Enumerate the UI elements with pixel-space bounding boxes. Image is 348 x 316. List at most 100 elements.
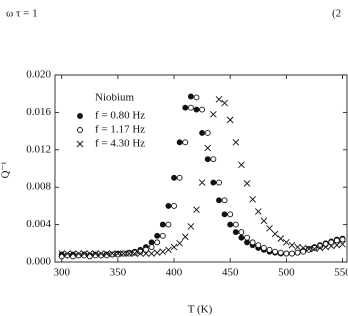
cross-stroke	[232, 139, 240, 146]
data-point	[148, 250, 155, 257]
cross-stroke	[277, 235, 285, 242]
data-point	[159, 248, 167, 256]
x-tick-label: 350	[110, 267, 127, 279]
data-point	[226, 116, 234, 124]
data-point	[199, 106, 206, 113]
data-point	[198, 179, 206, 186]
data-point	[333, 237, 340, 244]
cross-stroke	[92, 250, 99, 257]
cross-stroke	[75, 250, 82, 257]
data-point	[277, 249, 284, 256]
x-tick-label: 400	[166, 267, 183, 279]
data-point	[154, 232, 161, 239]
legend-marker	[76, 140, 84, 148]
data-point	[69, 250, 77, 257]
data-point	[221, 211, 228, 218]
data-point	[70, 253, 76, 260]
data-point	[260, 245, 267, 251]
cross-stroke	[254, 208, 262, 215]
cross-stroke	[97, 250, 105, 257]
data-point	[80, 250, 88, 257]
cross-stroke	[204, 144, 212, 152]
data-point	[249, 239, 256, 246]
data-point	[181, 233, 189, 241]
data-point	[277, 235, 285, 242]
cross-stroke	[283, 239, 290, 246]
data-point	[108, 250, 116, 257]
cross-stroke	[142, 250, 150, 257]
cross-stroke	[58, 250, 66, 257]
cross-stroke	[193, 206, 200, 213]
cross-stroke	[187, 223, 195, 230]
data-point	[142, 250, 150, 257]
cross-stroke	[266, 225, 273, 232]
data-point	[272, 248, 279, 255]
legend-marker	[77, 127, 83, 133]
cross-stroke	[103, 250, 110, 257]
cross-stroke	[108, 250, 116, 257]
data-point	[143, 246, 149, 253]
cross-stroke	[181, 233, 189, 241]
data-point	[305, 245, 313, 253]
data-point	[199, 130, 206, 136]
data-point	[232, 139, 240, 146]
data-point	[221, 99, 228, 107]
data-point	[283, 250, 290, 257]
data-point	[125, 250, 133, 257]
data-point	[131, 249, 138, 256]
cross-stroke	[153, 249, 161, 256]
cross-stroke	[316, 244, 324, 252]
y-tick-label: 0.008	[26, 181, 51, 193]
cross-stroke	[86, 250, 94, 257]
legend-label: f = 1.17 Hz	[95, 124, 145, 136]
data-point	[86, 253, 93, 260]
data-point	[193, 106, 200, 113]
cross-stroke	[271, 230, 279, 238]
data-point	[311, 245, 318, 251]
data-point	[260, 217, 268, 225]
data-point	[255, 242, 262, 249]
data-point	[232, 229, 239, 236]
data-point	[109, 251, 116, 258]
cross-stroke	[148, 250, 155, 257]
cross-stroke	[288, 241, 296, 249]
cross-stroke	[176, 239, 183, 247]
data-point	[58, 253, 65, 260]
data-point	[210, 179, 217, 186]
data-point	[294, 249, 301, 256]
cross-stroke	[339, 240, 346, 248]
data-point	[137, 250, 144, 257]
data-point	[148, 244, 155, 250]
data-point	[238, 229, 245, 236]
data-point	[114, 250, 122, 257]
data-point	[215, 95, 223, 103]
data-point	[311, 245, 318, 253]
x-tick-label: 450	[222, 267, 239, 279]
data-point	[238, 161, 245, 169]
data-point	[120, 250, 127, 257]
data-point	[227, 211, 234, 218]
x-tick-label: 500	[278, 267, 295, 279]
data-point	[232, 221, 239, 228]
plot-frame	[54, 74, 348, 263]
y-axis-label: Q⁻¹	[0, 161, 12, 178]
data-point	[165, 246, 172, 254]
y-tick-label: 0.004	[26, 218, 51, 230]
data-point	[171, 174, 177, 181]
data-point	[254, 208, 262, 215]
data-point	[271, 230, 279, 238]
y-tick-label: 0.012	[26, 143, 51, 155]
cross-stroke	[226, 116, 234, 124]
data-point	[165, 221, 172, 228]
data-point	[103, 250, 110, 257]
data-point	[339, 236, 346, 243]
cross-stroke	[299, 244, 307, 252]
cross-stroke	[294, 243, 301, 251]
cross-stroke	[137, 250, 144, 257]
legend-label: f = 0.80 Hz	[95, 110, 145, 122]
data-point	[266, 225, 273, 232]
equation-number: (2	[332, 8, 341, 20]
data-point	[171, 202, 177, 209]
